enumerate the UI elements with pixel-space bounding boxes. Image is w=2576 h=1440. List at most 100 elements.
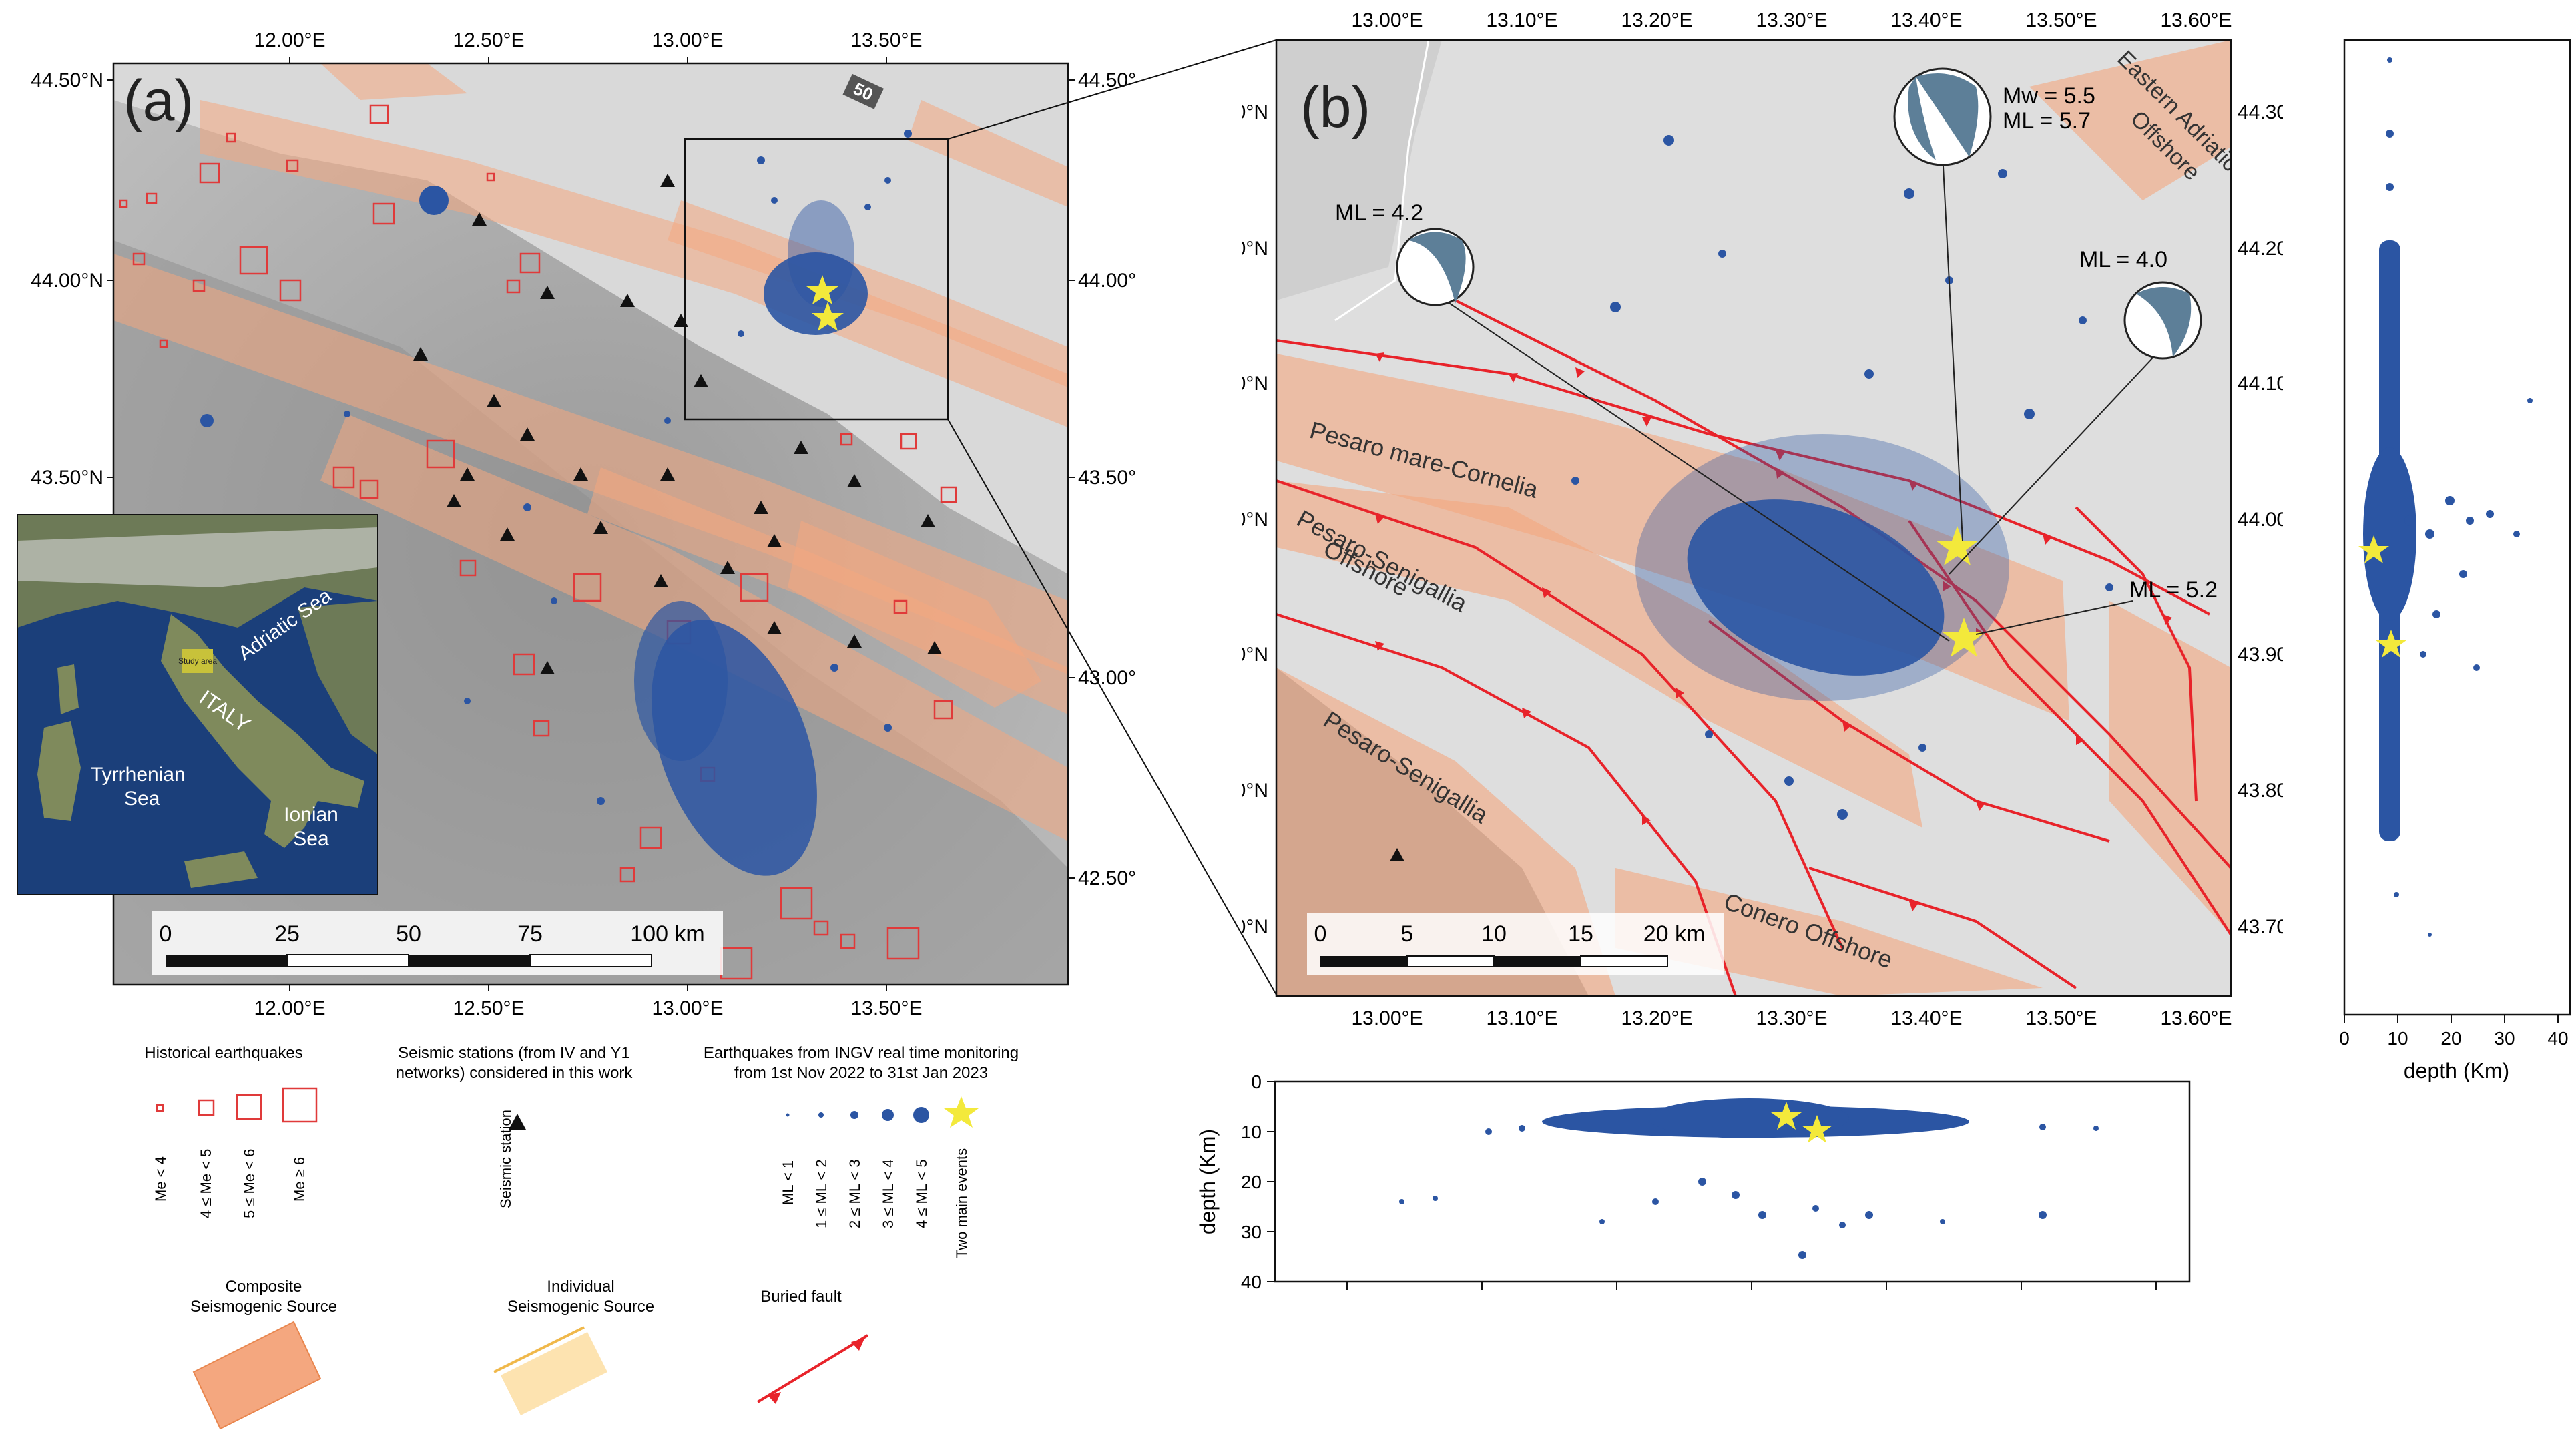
panel-b-left-lat-2: 44.20°N [1242, 238, 1268, 260]
panel-a-top-lon-4: 13.50°E [850, 29, 922, 51]
inset-sicily [184, 851, 258, 888]
inset-study-area [182, 649, 213, 673]
depth-right-tick-30: 30 [2494, 1028, 2515, 1049]
zoom-connectors [947, 39, 1277, 995]
inset-tyrrhenian-label-2: Sea [124, 788, 160, 810]
beachball-right [2123, 281, 2202, 360]
panel-b-top-lon-2: 13.10°E [1486, 9, 1557, 31]
panel-b-bottom-lon-3: 13.20°E [1621, 1007, 1692, 1029]
legend-composite-title-2: Seismogenic Source [190, 1298, 337, 1316]
depth-right-star-2 [2376, 630, 2406, 658]
inset-corsica [57, 664, 79, 714]
inset-alps [17, 527, 378, 587]
panel-a-top-lon-3: 13.00°E [652, 29, 723, 51]
legend-composite-symbol [192, 1321, 322, 1430]
legend-eq-two-main: Two main events [953, 1148, 970, 1258]
legend-eq-ml-lt-1: ML < 1 [780, 1160, 796, 1205]
panel-b-left-lat-5: 43.90°N [1242, 644, 1268, 666]
scale-a-tick-100: 100 km [630, 921, 705, 947]
panel-a-right-lat-2: 44.00°N [1078, 270, 1135, 292]
legend-individual-title-1: Individual [547, 1278, 614, 1296]
panel-a-right-lat-3: 43.50°N [1078, 467, 1135, 489]
legend-eq-title-1: Earthquakes from INGV real time monitori… [704, 1044, 1019, 1062]
panel-b-top-lon-5: 13.40°E [1890, 9, 1962, 31]
depth-bottom-tick-0: 0 [1251, 1071, 1262, 1092]
scale-b-tick-0: 0 [1314, 921, 1327, 947]
legend-hist-me-4-5: 4 ≤ Me < 5 [198, 1149, 214, 1218]
panel-b-frame [1275, 39, 2232, 997]
depth-right-events [2363, 57, 2533, 937]
depth-right-tick-10: 10 [2387, 1028, 2408, 1049]
scale-a-tick-75: 75 [517, 921, 543, 947]
panel-b-top-lon-1: 13.00°E [1351, 9, 1423, 31]
panel-a-top-lon-1: 12.00°E [254, 29, 325, 51]
panel-b-bottom-lon-7: 13.60°E [2160, 1007, 2232, 1029]
mech-main-ml: ML = 5.7 [2003, 108, 2091, 134]
legend-station-label: Seismic station [497, 1110, 514, 1208]
legend-historical-title: Historical earthquakes [144, 1044, 302, 1062]
panel-b-coastline [1334, 40, 1430, 322]
legend-eq-ml-3-4: 3 ≤ ML < 4 [880, 1159, 896, 1228]
panel-b-top-lon-6: 13.50°E [2025, 9, 2097, 31]
main-event-star-1 [806, 275, 838, 304]
panel-a-left-lat-1: 44.50°N [31, 69, 103, 91]
panel-a-top-lon-2: 12.50°E [453, 29, 524, 51]
depth-profile-right: 0 10 20 30 40 depth (Km) [2339, 39, 2571, 1082]
panel-a-left-lat-2: 44.00°N [31, 270, 103, 292]
panel-a-label: (a) [123, 69, 194, 133]
legend-buried-fault-title: Buried fault [760, 1288, 842, 1306]
panel-a-bottom-lon-4: 13.50°E [850, 997, 922, 1015]
legend-individual-symbol [501, 1332, 607, 1415]
legend: Historical earthquakes Me < 4 4 ≤ Me < 5… [144, 1044, 1019, 1430]
panel-b-right-lat-2: 44.20°N [2238, 238, 2283, 260]
panel-b-right-lat-5: 43.90°N [2238, 644, 2283, 666]
legend-station-symbol [509, 1114, 526, 1130]
depth-bottom-tick-40: 40 [1241, 1272, 1262, 1292]
panel-a-scale-bar: 0 25 50 75 100 km [152, 911, 723, 975]
mech-left-ml: ML = 4.2 [1335, 200, 1423, 226]
depth-bottom-tick-30: 30 [1241, 1222, 1262, 1242]
panel-b-top-lon-4: 13.30°E [1756, 9, 1827, 31]
panel-b-top-lon-3: 13.20°E [1621, 9, 1692, 31]
depth-right-xlabel: depth (Km) [2404, 1059, 2509, 1082]
panel-b-left-lat-1: 44.30°N [1242, 101, 1268, 124]
legend-composite-title-1: Composite [226, 1278, 302, 1296]
legend-hist-me-5-6: 5 ≤ Me < 6 [241, 1149, 258, 1218]
panel-a-left-lat-3: 43.50°N [31, 467, 103, 489]
panel-b-left-lat-6: 43.80°N [1242, 780, 1268, 802]
panel-b-left-lat-7: 43.70°N [1242, 916, 1268, 938]
panel-b-earthquakes [1571, 135, 2113, 820]
depth-bottom-star-1 [1771, 1102, 1802, 1130]
scale-a-tick-25: 25 [274, 921, 300, 947]
panel-b-scale-bar: 0 5 10 15 20 km [1307, 913, 1724, 975]
panel-b-right-lat-1: 44.30°N [2238, 101, 2283, 124]
panel-b-bottom-lon-4: 13.30°E [1756, 1007, 1827, 1029]
depth-bottom-tick-10: 10 [1241, 1122, 1262, 1142]
inset-tyrrhenian-label: Tyrrhenian [91, 764, 186, 786]
legend-hist-me-lt-4: Me < 4 [152, 1156, 169, 1202]
panel-b-bottom-lon-6: 13.50°E [2025, 1007, 2097, 1029]
panel-a-right-lat-5: 42.50°N [1078, 867, 1135, 889]
depth-bottom-star-2 [1802, 1115, 1832, 1143]
panel-b-right-lat-6: 43.80°N [2238, 780, 2283, 802]
seismic-stations [413, 174, 942, 674]
legend-historical-squares [156, 1087, 318, 1123]
scale-a-tick-0: 0 [160, 921, 172, 947]
scale-b-tick-10: 10 [1481, 921, 1507, 947]
inset-ionian-label: Ionian [284, 804, 338, 826]
panel-b-bottom-lon-1: 13.00°E [1351, 1007, 1423, 1029]
inset-study-area-label: Study area [178, 656, 217, 666]
panel-a-right-lat-4: 43.00°N [1078, 667, 1135, 689]
mech-bottom-ml: ML = 5.2 [2129, 577, 2218, 603]
mech-main-mw: Mw = 5.5 [2003, 83, 2095, 109]
depth-right-star-1 [2358, 535, 2389, 563]
beachball-main [1893, 67, 1992, 166]
depth-profile-bottom: 0 10 20 30 40 depth (Km) [1196, 1071, 2191, 1292]
depth-bottom-events [1399, 1098, 2099, 1259]
panel-a-bottom-lon-2: 12.50°E [453, 997, 524, 1015]
panel-b-map: Pesaro mare-Cornelia Pesaro-Senigallia O… [1242, 9, 2283, 1029]
depth-right-tick-20: 20 [2440, 1028, 2461, 1049]
depth-bottom-ylabel: depth (Km) [1196, 1129, 1220, 1234]
mech-right-ml: ML = 4.0 [2079, 247, 2167, 272]
inset-ionian-label-2: Sea [293, 828, 329, 850]
